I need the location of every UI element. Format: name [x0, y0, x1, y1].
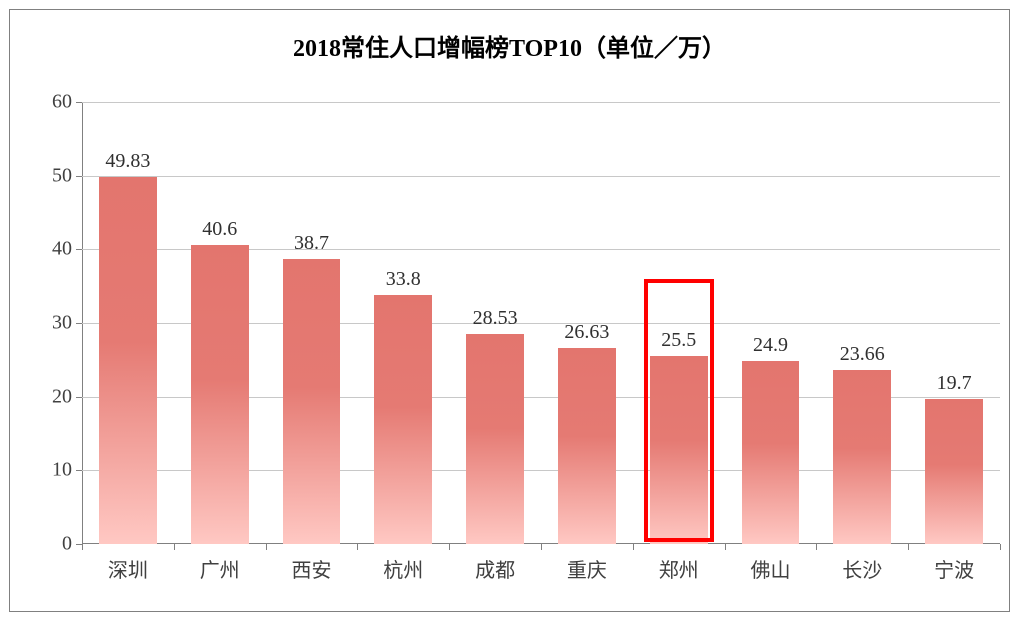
x-tick-mark: [1000, 544, 1001, 550]
y-tick-mark: [76, 323, 82, 324]
bar-slot: 23.66: [833, 370, 891, 544]
bar: [925, 399, 983, 544]
y-tick-label: 20: [52, 385, 72, 408]
bar-slot: 26.63: [558, 348, 616, 544]
x-tick-mark: [449, 544, 450, 550]
bar: [466, 334, 524, 544]
bar: [742, 361, 800, 544]
bar-slot: 24.9: [742, 361, 800, 544]
bar-slot: 19.7: [925, 399, 983, 544]
y-tick-label: 50: [52, 164, 72, 187]
x-category-label: 杭州: [383, 554, 423, 583]
bar: [650, 356, 708, 544]
bar: [283, 259, 341, 544]
x-tick-mark: [174, 544, 175, 550]
x-category-label: 广州: [200, 554, 240, 583]
bar-slot: 25.5: [650, 356, 708, 544]
x-category-label: 长沙: [842, 554, 882, 583]
bar-value-label: 49.83: [70, 150, 186, 173]
bar-slot: 49.83: [99, 177, 157, 544]
y-tick-mark: [76, 249, 82, 250]
x-category-label: 宁波: [934, 554, 974, 583]
bar: [191, 245, 249, 544]
y-tick-label: 0: [62, 533, 72, 556]
y-tick-label: 30: [52, 312, 72, 335]
bar: [374, 295, 432, 544]
y-tick-label: 40: [52, 238, 72, 261]
bar-slot: 33.8: [374, 295, 432, 544]
chart-frame: 2018常住人口增幅榜TOP10（单位／万） 010203040506049.8…: [9, 9, 1010, 612]
bar-value-label: 33.8: [345, 268, 461, 291]
x-category-label: 西安: [292, 554, 332, 583]
bar-slot: 40.6: [191, 245, 249, 544]
bar: [558, 348, 616, 544]
x-category-label: 重庆: [567, 554, 607, 583]
x-category-label: 深圳: [108, 554, 148, 583]
y-tick-label: 60: [52, 91, 72, 114]
chart-title: 2018常住人口增幅榜TOP10（单位／万）: [10, 28, 1009, 63]
bar-slot: 28.53: [466, 334, 524, 544]
grid-line: [82, 102, 1000, 103]
x-tick-mark: [816, 544, 817, 550]
y-tick-mark: [76, 102, 82, 103]
x-tick-mark: [725, 544, 726, 550]
grid-line: [82, 176, 1000, 177]
x-category-label: 佛山: [751, 554, 791, 583]
x-tick-mark: [908, 544, 909, 550]
bar-slot: 38.7: [283, 259, 341, 544]
x-tick-mark: [541, 544, 542, 550]
x-category-label: 成都: [475, 554, 515, 583]
y-tick-mark: [76, 176, 82, 177]
x-tick-mark: [633, 544, 634, 550]
x-category-label: 郑州: [659, 554, 699, 583]
y-tick-mark: [76, 397, 82, 398]
bar-value-label: 38.7: [254, 232, 370, 255]
plot-area: 010203040506049.83深圳40.6广州38.7西安33.8杭州28…: [82, 102, 1000, 544]
bar-value-label: 23.66: [804, 343, 920, 366]
bar-value-label: 19.7: [896, 372, 1012, 395]
y-tick-label: 10: [52, 459, 72, 482]
x-tick-mark: [82, 544, 83, 550]
x-tick-mark: [266, 544, 267, 550]
bar: [833, 370, 891, 544]
bar: [99, 177, 157, 544]
x-tick-mark: [357, 544, 358, 550]
y-tick-mark: [76, 470, 82, 471]
